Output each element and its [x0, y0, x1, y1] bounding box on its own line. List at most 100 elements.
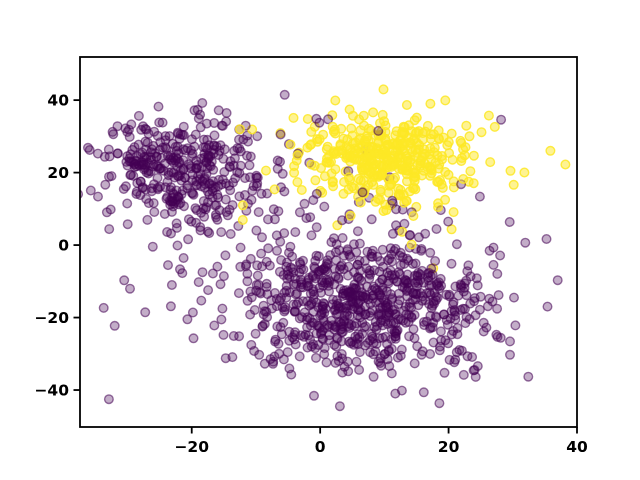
data-point: [169, 172, 180, 183]
data-point: [238, 134, 249, 145]
data-point: [311, 250, 322, 261]
x-tick-label: 40: [566, 438, 588, 456]
data-point: [142, 137, 153, 148]
data-point: [259, 319, 270, 330]
data-point: [215, 279, 226, 290]
data-point: [242, 276, 253, 287]
data-point: [323, 280, 334, 291]
data-point: [100, 179, 111, 190]
data-point: [360, 163, 371, 174]
data-point: [306, 230, 317, 241]
data-point: [337, 291, 348, 302]
data-point: [122, 219, 133, 230]
data-point: [385, 289, 396, 300]
data-point: [425, 170, 436, 181]
data-point: [392, 276, 403, 287]
data-point: [373, 136, 384, 147]
data-point: [290, 289, 301, 300]
data-point: [252, 260, 263, 271]
data-point: [361, 133, 372, 144]
x-tick-label: −20: [174, 438, 209, 456]
data-point: [152, 182, 163, 193]
data-point: [355, 197, 366, 208]
data-point: [118, 183, 129, 194]
data-point: [440, 194, 451, 205]
data-point: [103, 171, 114, 182]
data-point: [188, 189, 199, 200]
data-point: [343, 336, 354, 347]
data-point: [142, 214, 153, 225]
data-point: [348, 339, 359, 350]
data-point: [422, 162, 433, 173]
data-point: [337, 148, 348, 159]
data-point: [166, 167, 177, 178]
data-point: [404, 331, 415, 342]
data-point: [458, 369, 469, 380]
data-point: [401, 99, 412, 110]
data-point: [183, 214, 194, 225]
data-point: [378, 205, 389, 216]
data-point: [412, 341, 423, 352]
data-point: [197, 97, 208, 108]
data-point: [337, 215, 348, 226]
data-point: [131, 186, 142, 197]
data-point: [541, 233, 552, 244]
data-point: [504, 216, 515, 227]
data-point: [170, 152, 181, 163]
data-point: [219, 166, 230, 177]
data-point: [269, 184, 280, 195]
data-point: [485, 157, 496, 168]
data-point: [220, 178, 231, 189]
data-point: [103, 394, 114, 405]
data-point: [141, 153, 152, 164]
data-point: [392, 352, 403, 363]
data-point: [343, 172, 354, 183]
data-point: [220, 250, 231, 261]
data-point: [329, 324, 340, 335]
data-point: [443, 169, 454, 180]
data-point: [164, 131, 175, 142]
data-point: [157, 117, 168, 128]
data-point: [319, 201, 330, 212]
data-point: [221, 207, 232, 218]
data-point: [431, 223, 442, 234]
data-point: [239, 173, 250, 184]
data-point: [395, 260, 406, 271]
data-point: [284, 363, 295, 374]
data-point: [245, 309, 256, 320]
data-point: [189, 105, 200, 116]
data-point: [520, 237, 531, 248]
data-point: [253, 207, 264, 218]
data-point: [262, 188, 273, 199]
data-point: [196, 295, 207, 306]
data-point: [428, 296, 439, 307]
data-point: [417, 128, 428, 139]
data-point: [294, 351, 305, 362]
y-tick-label: −40: [34, 382, 69, 400]
data-point: [433, 202, 444, 213]
data-point: [389, 309, 400, 320]
data-point: [393, 188, 404, 199]
data-point: [364, 268, 375, 279]
data-point: [195, 122, 206, 133]
data-point: [458, 303, 469, 314]
data-point: [177, 268, 188, 279]
data-point: [139, 164, 150, 175]
data-point: [347, 181, 358, 192]
data-point: [378, 84, 389, 95]
data-point: [135, 176, 146, 187]
data-point: [452, 329, 463, 340]
data-point: [462, 266, 473, 277]
data-point: [108, 129, 119, 140]
data-point: [275, 129, 286, 140]
data-point: [468, 178, 479, 189]
data-point: [390, 388, 401, 399]
data-point: [384, 270, 395, 281]
data-point: [420, 228, 431, 239]
data-point: [357, 187, 368, 198]
data-point: [190, 129, 201, 140]
data-point: [495, 250, 506, 261]
data-point: [261, 306, 272, 317]
data-point: [220, 353, 231, 364]
data-point: [446, 128, 457, 139]
